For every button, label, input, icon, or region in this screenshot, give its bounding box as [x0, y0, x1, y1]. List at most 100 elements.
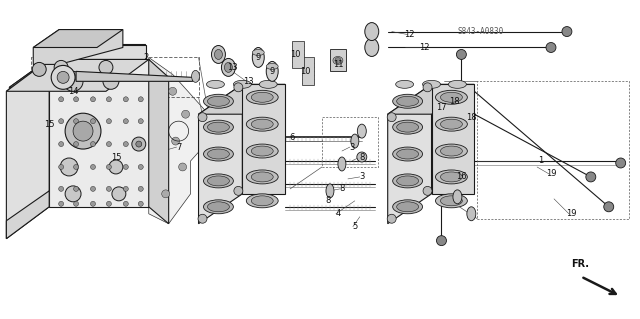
Circle shape [112, 187, 126, 201]
Ellipse shape [252, 196, 273, 206]
Circle shape [65, 113, 101, 149]
Bar [302, 57, 314, 85]
Circle shape [51, 65, 75, 89]
Ellipse shape [225, 63, 232, 72]
Circle shape [182, 110, 189, 118]
Ellipse shape [266, 63, 278, 70]
Circle shape [106, 186, 111, 191]
Circle shape [63, 71, 83, 91]
Circle shape [423, 83, 432, 92]
Text: 11: 11 [333, 60, 343, 69]
Circle shape [109, 160, 123, 174]
Circle shape [106, 97, 111, 102]
Ellipse shape [246, 144, 278, 158]
Circle shape [74, 201, 79, 206]
Ellipse shape [397, 176, 419, 186]
Text: 7: 7 [176, 143, 181, 152]
Circle shape [124, 97, 129, 102]
Ellipse shape [252, 49, 264, 56]
Circle shape [172, 137, 180, 145]
Ellipse shape [440, 146, 462, 156]
Circle shape [59, 75, 63, 80]
Text: FR.: FR. [571, 258, 589, 269]
Circle shape [90, 97, 95, 102]
Ellipse shape [365, 23, 379, 41]
Polygon shape [6, 59, 49, 239]
Text: 15: 15 [44, 120, 54, 129]
Circle shape [604, 202, 614, 212]
Circle shape [106, 119, 111, 124]
Ellipse shape [207, 96, 229, 106]
Ellipse shape [365, 39, 379, 56]
Circle shape [436, 236, 447, 246]
Ellipse shape [252, 119, 273, 129]
Text: 10: 10 [290, 50, 300, 59]
Ellipse shape [246, 170, 278, 184]
Ellipse shape [435, 144, 467, 158]
Ellipse shape [435, 194, 467, 208]
Ellipse shape [393, 200, 422, 214]
Circle shape [59, 119, 63, 124]
Circle shape [74, 142, 79, 146]
Circle shape [103, 73, 119, 89]
Circle shape [106, 165, 111, 169]
Circle shape [106, 201, 111, 206]
Circle shape [138, 186, 143, 191]
Circle shape [90, 142, 95, 146]
Text: 19: 19 [546, 169, 556, 178]
Ellipse shape [221, 58, 236, 76]
Ellipse shape [440, 119, 462, 129]
Ellipse shape [207, 80, 225, 88]
Circle shape [90, 75, 95, 80]
Circle shape [138, 119, 143, 124]
Circle shape [138, 142, 143, 146]
Polygon shape [33, 30, 123, 64]
Circle shape [57, 71, 69, 83]
Circle shape [138, 75, 143, 80]
Circle shape [387, 113, 396, 122]
Circle shape [169, 87, 177, 95]
Polygon shape [198, 84, 285, 114]
Ellipse shape [449, 80, 467, 88]
Ellipse shape [435, 90, 467, 104]
Text: 18: 18 [449, 97, 460, 106]
Text: S843-A0830: S843-A0830 [458, 27, 504, 36]
Text: 12: 12 [419, 43, 430, 52]
Ellipse shape [326, 184, 334, 198]
Text: 13: 13 [227, 63, 237, 72]
Ellipse shape [467, 207, 476, 221]
Ellipse shape [435, 170, 467, 184]
Polygon shape [69, 45, 146, 191]
Polygon shape [33, 30, 123, 48]
Ellipse shape [204, 94, 234, 108]
Circle shape [546, 42, 556, 52]
Ellipse shape [440, 196, 462, 206]
Ellipse shape [440, 92, 462, 102]
Ellipse shape [259, 80, 277, 88]
Ellipse shape [435, 117, 467, 131]
Circle shape [65, 186, 81, 202]
Ellipse shape [357, 124, 366, 138]
Polygon shape [10, 45, 69, 234]
Circle shape [59, 97, 63, 102]
Text: 16: 16 [456, 173, 467, 182]
Ellipse shape [204, 120, 234, 134]
Circle shape [136, 141, 142, 147]
Ellipse shape [338, 157, 346, 171]
Text: 2: 2 [143, 53, 148, 62]
Ellipse shape [266, 62, 278, 81]
Circle shape [387, 214, 396, 223]
Text: 8: 8 [359, 152, 365, 161]
Circle shape [562, 26, 572, 37]
Circle shape [74, 165, 79, 169]
Text: 8: 8 [325, 196, 331, 205]
Circle shape [124, 75, 129, 80]
Circle shape [99, 60, 113, 74]
Ellipse shape [351, 134, 359, 148]
Circle shape [234, 83, 243, 92]
Ellipse shape [396, 80, 413, 88]
Ellipse shape [252, 172, 273, 182]
Circle shape [124, 119, 129, 124]
Ellipse shape [397, 149, 419, 159]
Polygon shape [388, 84, 431, 224]
